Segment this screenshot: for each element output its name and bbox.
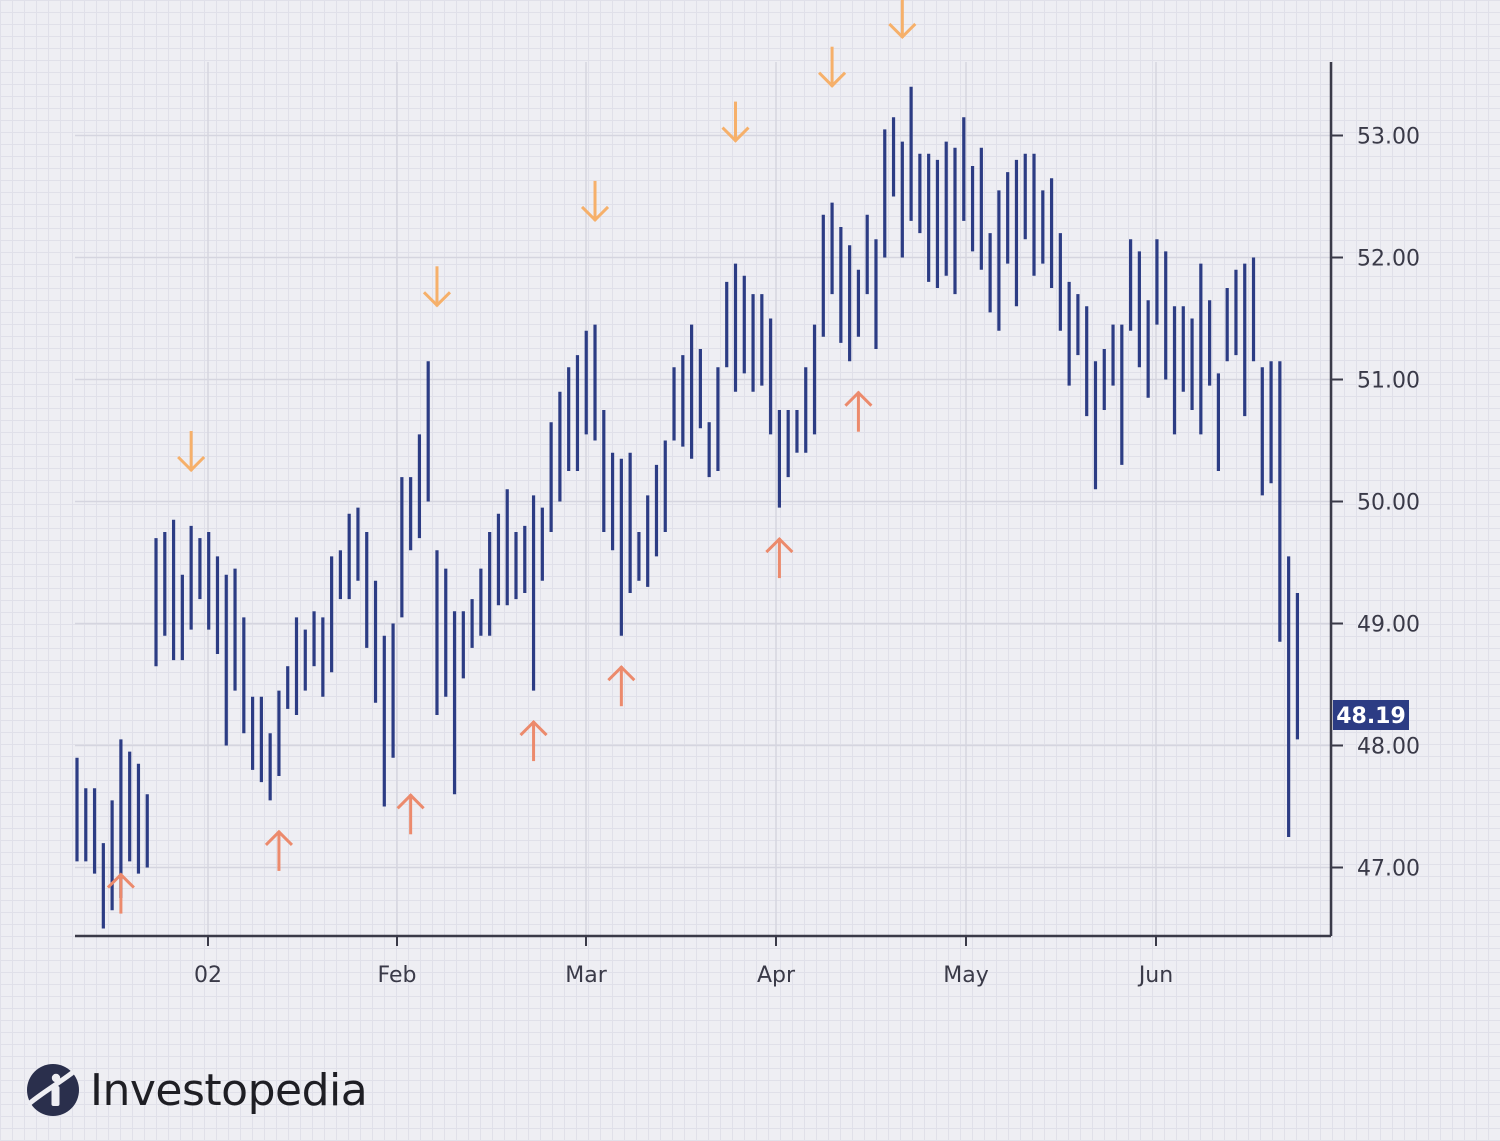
- signal-arrows: [106, 0, 917, 914]
- y-tick-label: 47.00: [1357, 857, 1420, 882]
- arrow-head: [422, 291, 452, 308]
- arrow-head: [844, 390, 873, 407]
- y-tick-label: 50.00: [1357, 491, 1420, 516]
- horizontal-gridlines: [75, 134, 1331, 869]
- y-tick-label: 48.00: [1357, 735, 1420, 760]
- x-tick-label: Mar: [565, 963, 607, 988]
- arrow-head: [106, 872, 135, 889]
- last-price-value: 48.19: [1336, 704, 1406, 729]
- buy-signal-arrow: [844, 390, 873, 432]
- last-price-tag: 48.19: [1333, 700, 1409, 730]
- arrow-head: [888, 22, 917, 40]
- arrow-head: [607, 665, 636, 682]
- sell-signal-arrow: [422, 266, 452, 308]
- buy-signal-arrow: [264, 829, 294, 871]
- sell-signal-arrow: [580, 180, 610, 223]
- buy-signal-arrow: [106, 872, 135, 914]
- last-price-tag-background: [1333, 700, 1409, 730]
- buy-signal-arrow: [396, 793, 425, 835]
- arrow-head: [580, 205, 610, 223]
- arrow-head: [765, 536, 794, 554]
- buy-signal-arrow: [765, 536, 794, 579]
- y-tick-label: 53.00: [1357, 125, 1420, 150]
- investopedia-logo-icon: [27, 1064, 79, 1116]
- y-tick-label: 52.00: [1357, 247, 1420, 272]
- arrow-head: [177, 455, 206, 473]
- brand-logo: Investopedia: [26, 1058, 368, 1122]
- x-tick-label: Feb: [378, 963, 417, 988]
- x-tick-label: 02: [194, 963, 222, 988]
- arrow-head: [721, 126, 750, 143]
- arrow-head: [818, 71, 847, 88]
- arrow-head: [519, 719, 548, 737]
- y-axis-ticks: 47.00 48.00 49.00 50.00 51.00 52.00 53.0…: [1331, 125, 1420, 882]
- x-tick-label: Apr: [757, 963, 796, 988]
- sell-signal-arrow: [818, 46, 847, 88]
- buy-signal-arrow: [607, 665, 636, 707]
- vertical-gridlines: [207, 62, 1157, 936]
- brand-name: Investopedia: [90, 1064, 368, 1116]
- arrow-head: [396, 793, 425, 810]
- buy-signal-arrow: [519, 719, 548, 762]
- x-tick-label: Jun: [1137, 963, 1173, 988]
- x-axis-ticks: 02 Feb Mar Apr May Jun: [194, 936, 1173, 988]
- arrow-head: [264, 829, 294, 846]
- sell-signal-arrow: [721, 101, 750, 143]
- y-tick-label: 49.00: [1357, 613, 1420, 638]
- sell-signal-arrow: [888, 0, 917, 40]
- sell-signal-arrow: [177, 431, 206, 473]
- price-bars: [75, 86, 1300, 929]
- x-tick-label: May: [943, 963, 988, 988]
- y-tick-label: 51.00: [1357, 369, 1420, 394]
